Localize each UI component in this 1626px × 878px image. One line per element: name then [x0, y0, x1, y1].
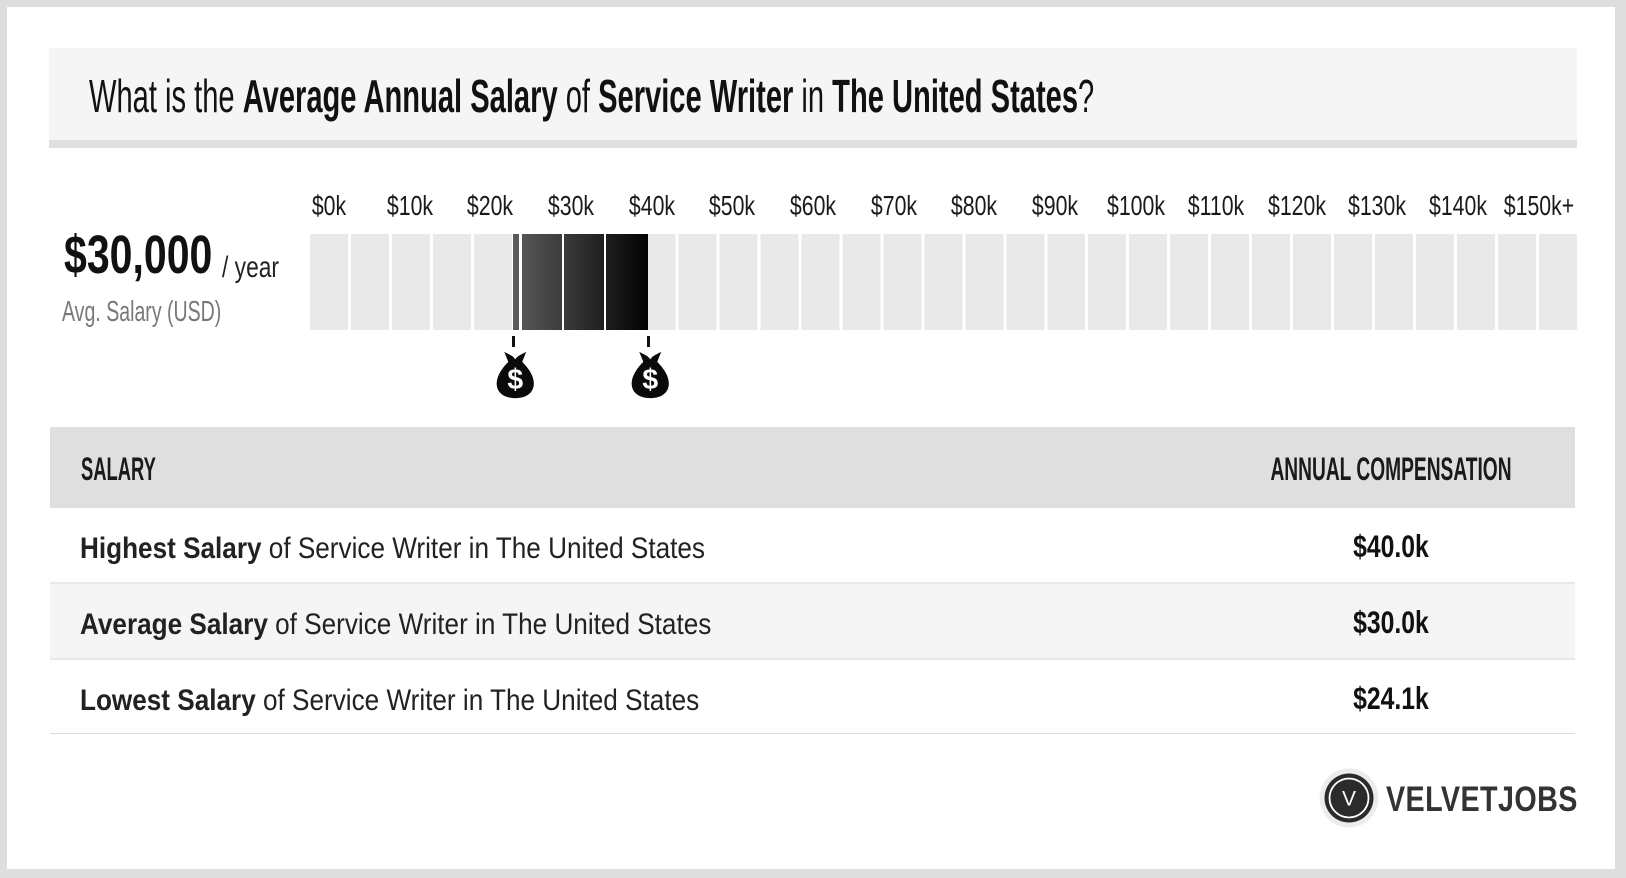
svg-text:$: $	[643, 364, 659, 396]
svg-text:$: $	[507, 364, 523, 396]
svg-text:V: V	[1342, 788, 1356, 811]
